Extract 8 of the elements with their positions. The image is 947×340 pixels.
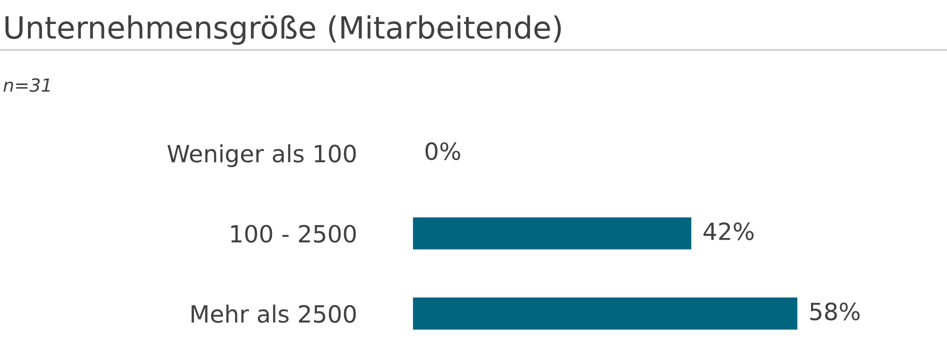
y-tick-label: Weniger als 100 [167, 144, 356, 168]
chart-title: Unternehmensgröße (Mitarbeitende) [5, 15, 561, 45]
y-tick-label: 100 - 2500 [231, 224, 356, 243]
data-label: 42% [704, 222, 754, 240]
data-label: 58% [810, 302, 860, 320]
text: n=31 [3, 78, 50, 92]
data-label: 0% [426, 142, 460, 160]
y-tick-label: Mehr als 2500 [192, 304, 356, 323]
